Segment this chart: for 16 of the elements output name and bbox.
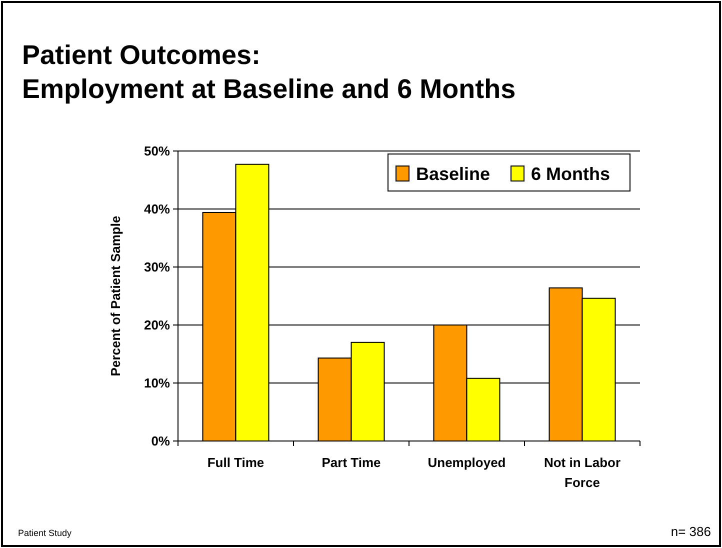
y-axis-title: Percent of Patient Sample bbox=[108, 216, 123, 376]
legend-label: 6 Months bbox=[531, 164, 610, 184]
y-tick-label: 50% bbox=[144, 144, 170, 159]
text: n= 386 bbox=[670, 524, 711, 539]
legend-label: Baseline bbox=[416, 164, 490, 184]
y-tick-label: 20% bbox=[144, 318, 170, 333]
x-tick-label: Unemployed bbox=[428, 455, 506, 470]
y-tick-label: 30% bbox=[144, 260, 170, 275]
y-tick-label: 40% bbox=[144, 202, 170, 217]
x-tick-label: Not in Labor Force bbox=[544, 455, 621, 490]
x-tick-label: Part Time bbox=[322, 455, 381, 470]
text: Patient Study bbox=[18, 528, 72, 538]
y-tick-label: 10% bbox=[144, 376, 170, 391]
x-tick-label: Full Time bbox=[207, 455, 264, 470]
y-tick-label: 0% bbox=[151, 434, 170, 449]
chart-title: Patient Outcomes: Employment at Baseline and 6 Months bbox=[22, 40, 516, 104]
